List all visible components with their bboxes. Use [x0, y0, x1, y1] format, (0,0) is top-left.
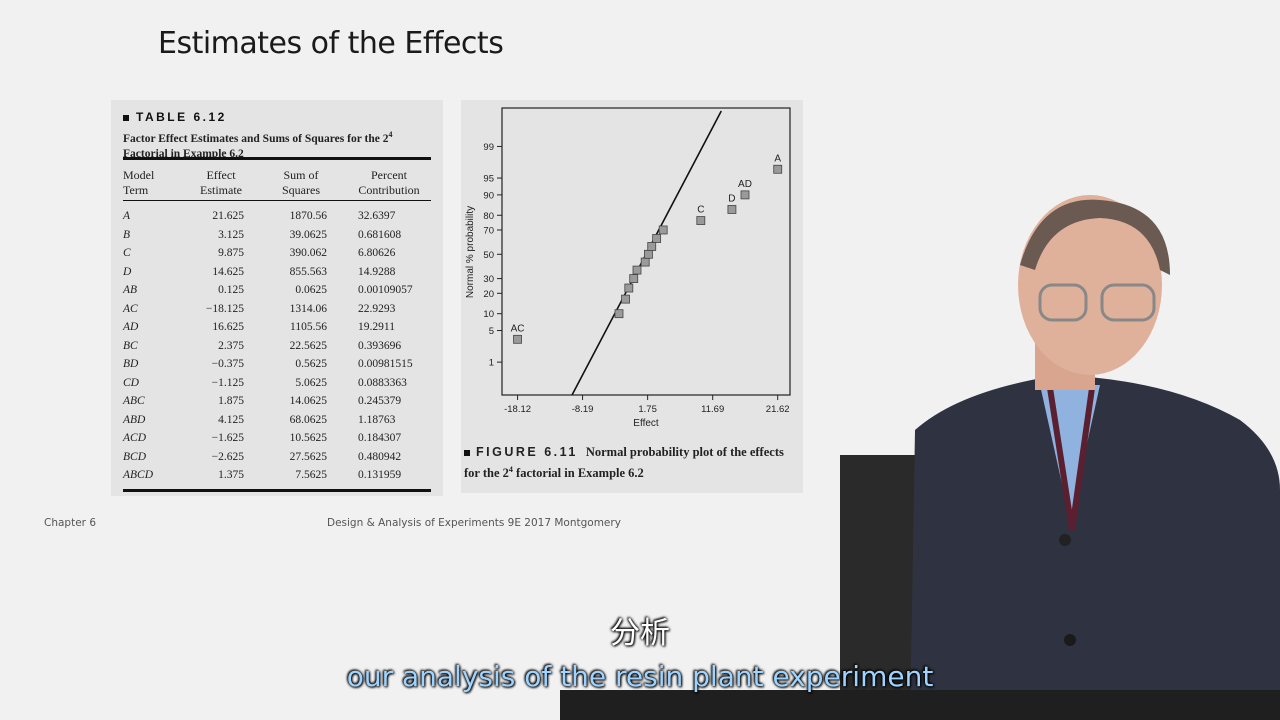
figure-caption-text: Normal probability plot of the effects f…	[464, 445, 784, 481]
plot-frame	[501, 107, 791, 396]
y-tick-label: 50	[483, 250, 494, 261]
table-row: AB 0.125 0.0625 0.00109057	[123, 284, 413, 296]
table-row: C 9.875 390.062 6.80626	[123, 247, 396, 259]
cardigan	[910, 375, 1280, 720]
hair	[1020, 199, 1170, 275]
figure-panel: Normal % probability Effect 1 5 10 20 30 50 70…	[461, 100, 803, 493]
chair-back	[840, 455, 920, 720]
microphone	[1059, 534, 1071, 546]
table-top-rule	[123, 157, 431, 160]
presenter-video	[840, 195, 1280, 720]
y-tick-label: 1	[489, 358, 494, 369]
table-row: AC −18.125 1314.06 22.9293	[123, 302, 396, 315]
y-tick-label: 20	[483, 289, 494, 300]
data-point	[773, 164, 783, 174]
figure-label: FIGURE 6.11	[476, 445, 578, 459]
table-row: A 21.625 1870.56 32.6397	[123, 210, 396, 222]
table-header-rule	[123, 200, 431, 201]
x-tick-label: -18.12	[504, 404, 531, 415]
effects-table-panel: TABLE 6.12 Factor Effect Estimates and S…	[111, 100, 443, 496]
slide-title: Estimates of the Effects	[158, 26, 504, 61]
x-tick-label: 21.62	[766, 404, 790, 415]
table-caption-text-2: Factorial in Example 6.2	[123, 147, 244, 160]
table-row: BC 2.375 22.5625 0.393696	[123, 339, 402, 352]
data-point	[614, 309, 624, 319]
data-point	[658, 225, 668, 235]
header-sum-of-squares: Sum of Squares	[282, 168, 320, 197]
subtitle-chinese: 分析	[610, 616, 670, 651]
y-tick-label: 30	[483, 274, 494, 285]
data-point	[629, 274, 639, 283]
table-row: CD −1.125 5.0625 0.0883363	[123, 376, 407, 389]
table-caption-text: Factor Effect Estimates and Sums of Squa…	[123, 132, 389, 145]
table-heading: TABLE 6.12	[123, 110, 227, 124]
data-point	[740, 190, 750, 200]
y-tick-label: 70	[483, 225, 494, 236]
data-point	[647, 242, 657, 251]
y-axis-label: Normal % probability	[465, 206, 476, 298]
point-label: A	[774, 153, 781, 164]
table-row: ABD 4.125 68.0625 1.18763	[123, 413, 396, 426]
footer-book: Design & Analysis of Experiments 9E 2017…	[327, 517, 621, 529]
figure-caption-superscript: 4	[508, 465, 513, 474]
x-tick-label: 1.75	[638, 404, 657, 415]
table-row: BD −0.375 0.5625 0.00981515	[123, 358, 413, 370]
desk-edge	[560, 690, 1280, 720]
data-point	[621, 294, 630, 304]
square-bullet-icon	[123, 114, 129, 121]
table-label: TABLE 6.12	[136, 110, 227, 124]
y-tick-label: 90	[483, 190, 494, 201]
data-point	[644, 249, 653, 259]
figure-caption: FIGURE 6.11 Normal probability plot of th…	[464, 444, 799, 482]
x-tick-label: -8.19	[572, 404, 594, 415]
square-bullet-icon	[464, 450, 470, 457]
table-row: ABCD 1.375 7.5625 0.131959	[123, 469, 402, 481]
table-row: AD 16.625 1105.56 19.2911	[123, 321, 395, 333]
point-label: C	[697, 205, 704, 216]
glasses-right-lens	[1100, 283, 1156, 322]
table-row: B 3.125 39.0625 0.681608	[123, 228, 402, 241]
figure-caption-text-2: factorial in Example 6.2	[512, 466, 644, 481]
y-tick-label: 95	[483, 174, 494, 185]
subtitle-english: our analysis of the resin plant experime…	[346, 660, 934, 693]
table-row: D 14.625 855.563 14.9288	[123, 265, 396, 278]
data-point	[640, 257, 650, 267]
data-point	[652, 234, 662, 243]
table-row: BCD −2.625 27.5625 0.480942	[123, 450, 402, 463]
data-point	[696, 216, 706, 225]
footer-chapter: Chapter 6	[44, 517, 96, 529]
data-point	[632, 265, 642, 275]
y-tick-label: 80	[483, 211, 494, 222]
data-point	[624, 283, 634, 293]
face	[1018, 195, 1162, 375]
y-tick-label: 10	[483, 309, 494, 320]
x-tick-label: 11.69	[701, 404, 724, 415]
table-caption: Factor Effect Estimates and Sums of Squa…	[123, 127, 433, 162]
point-label: D	[728, 193, 735, 204]
data-point	[727, 205, 737, 214]
x-axis-label: Effect	[633, 418, 659, 429]
table-row: ABC 1.875 14.0625 0.245379	[123, 395, 402, 407]
point-label: AD	[738, 179, 752, 190]
table-row: ACD −1.625 10.5625 0.184307	[123, 432, 402, 444]
header-model-term: Model Term	[123, 168, 155, 197]
y-tick-label: 99	[483, 142, 494, 153]
data-point	[513, 334, 522, 344]
glasses-left-lens	[1038, 283, 1088, 322]
table-body: A 21.625 1870.56 32.6397 B 3.125 39.0625 0.681…	[123, 208, 433, 486]
header-effect-estimate: Effect Estimate	[200, 168, 242, 197]
normal-probability-plot: Normal % probability Effect 1 5 10 20 30 50 70…	[465, 107, 791, 429]
cardigan-button	[1064, 634, 1076, 646]
table-bottom-rule	[123, 489, 431, 492]
table-caption-superscript: 4	[388, 130, 393, 139]
y-tick-label: 5	[489, 326, 494, 337]
cardigan-trim	[1047, 387, 1095, 531]
point-label: AC	[511, 323, 525, 334]
header-percent-contribution: Percent Contribution	[358, 168, 420, 197]
